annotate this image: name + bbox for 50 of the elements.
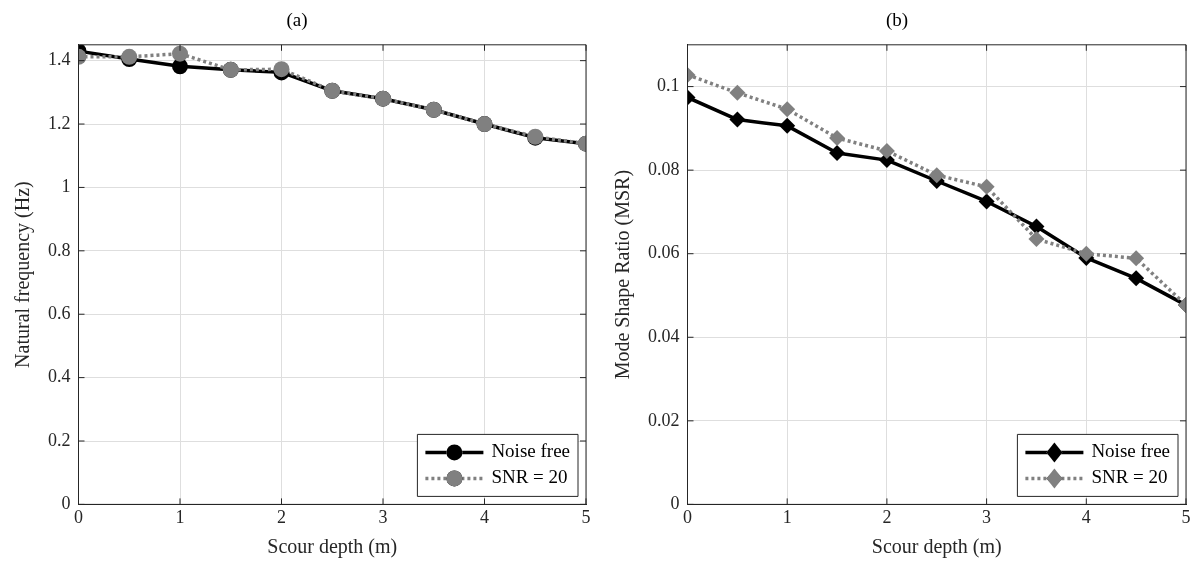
point [1028,218,1045,235]
point [729,84,746,101]
x-tick-label: 4 [480,506,489,527]
point [1128,270,1145,287]
y-tick-label: 1 [61,176,71,197]
x-tick-label: 1 [175,506,185,527]
x-tick-label: 4 [1081,506,1091,527]
point [779,101,796,118]
x-tick-label: 2 [277,506,286,527]
x-axis-title: Scour depth (m) [871,535,1002,559]
x-tick-label: 5 [1181,506,1191,527]
y-tick-label: 0.4 [48,366,71,387]
chart-title: (b) [885,9,909,32]
point [829,145,846,162]
y-tick-label: 0.02 [648,409,680,430]
point [1128,250,1145,267]
point [928,167,945,184]
y-tick-label: 1.2 [48,112,71,133]
x-axis-title: Scour depth (m) [267,535,398,559]
y-tick-label: 1.4 [48,49,71,70]
x-tick-label: 2 [882,506,892,527]
y-tick-label: 0.2 [48,429,71,450]
legend-label: Noise free [491,440,571,462]
legend-label: SNR = 20 [491,466,568,488]
y-axis-title: Mode Shape Ratio (MSR) [611,169,635,380]
y-tick-label: 0.6 [48,302,71,323]
x-tick-label: 1 [782,506,792,527]
point [1028,231,1045,248]
point [829,129,846,146]
point [978,193,995,210]
x-tick-label: 3 [378,506,388,527]
y-axis-title: Natural frequency (Hz) [11,181,35,368]
y-tick-label: 0.8 [48,239,71,260]
point [172,45,188,62]
point [878,142,895,159]
y-tick-label: 0 [61,493,71,514]
legend-label: Noise free [1091,440,1171,462]
y-tick-label: 0.08 [648,158,680,179]
y-tick-label: 0 [670,493,680,514]
x-tick-label: 3 [982,506,992,527]
x-tick-label: 5 [581,506,591,527]
y-tick-label: 0.1 [657,75,680,96]
point [1078,245,1095,262]
point [978,178,995,195]
legend-label: SNR = 20 [1091,466,1168,488]
chart-title: (a) [286,9,308,32]
point [729,111,746,128]
y-tick-label: 0.06 [648,242,680,263]
y-tick-label: 0.04 [648,326,680,347]
point [779,117,796,134]
